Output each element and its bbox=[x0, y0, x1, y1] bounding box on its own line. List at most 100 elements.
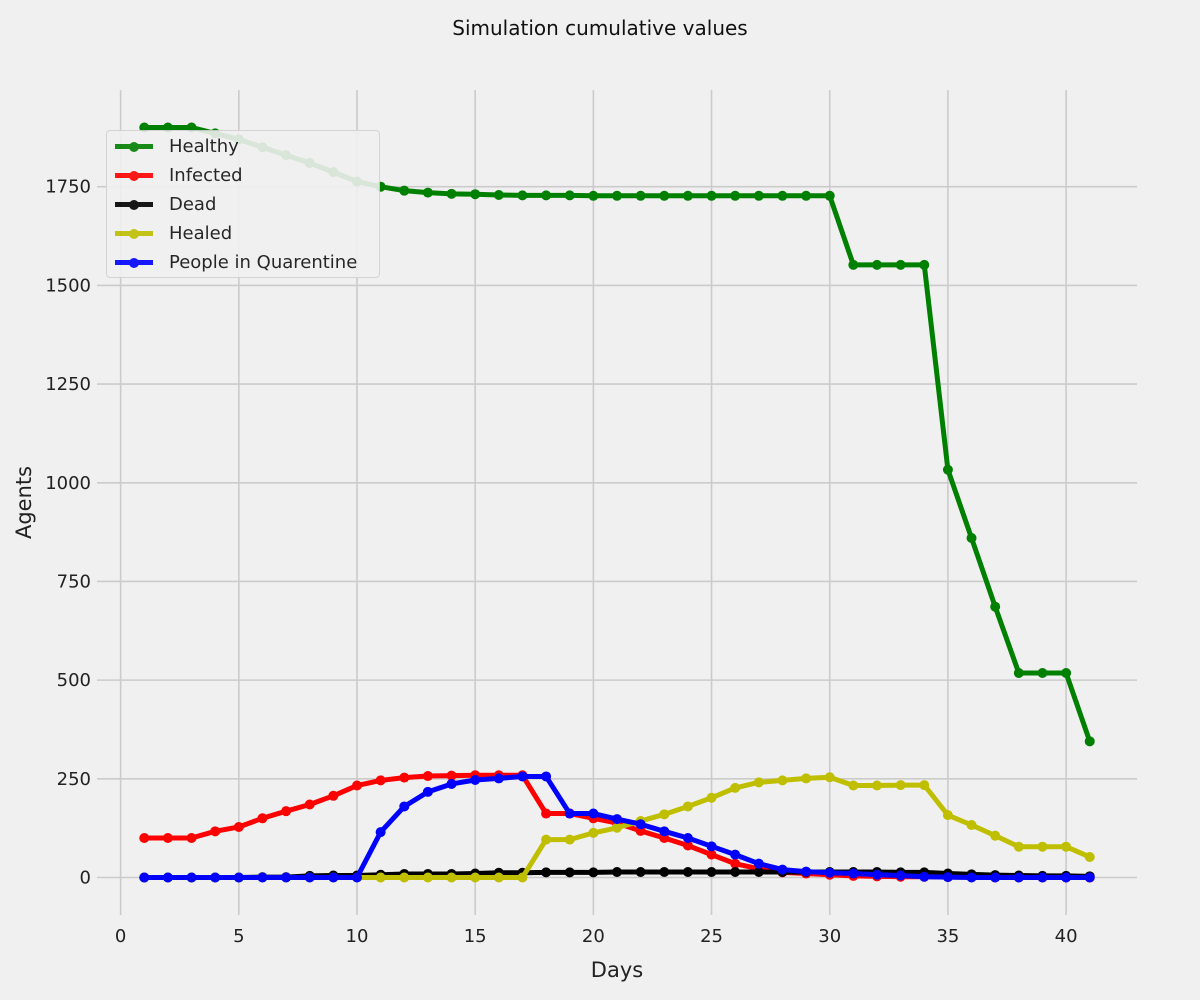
data-point bbox=[422, 786, 433, 797]
data-point bbox=[848, 780, 859, 791]
data-point bbox=[895, 870, 906, 881]
data-point bbox=[1084, 736, 1095, 747]
data-point bbox=[541, 834, 552, 845]
legend-label: Dead bbox=[169, 194, 217, 215]
data-point bbox=[942, 872, 953, 883]
data-point bbox=[706, 849, 717, 860]
data-point bbox=[162, 872, 173, 883]
data-point bbox=[328, 872, 339, 883]
data-point bbox=[470, 872, 481, 883]
data-point bbox=[1037, 841, 1048, 852]
x-tick-label: 15 bbox=[464, 926, 487, 947]
data-point bbox=[304, 799, 315, 810]
x-tick-label: 25 bbox=[700, 926, 723, 947]
data-point bbox=[162, 833, 173, 844]
legend-label: Healed bbox=[169, 223, 233, 244]
data-point bbox=[730, 858, 741, 869]
data-point bbox=[753, 858, 764, 869]
data-point bbox=[801, 773, 812, 784]
data-point bbox=[564, 808, 575, 819]
data-point bbox=[564, 190, 575, 201]
data-point bbox=[659, 809, 670, 820]
data-point bbox=[139, 872, 150, 883]
data-point bbox=[730, 190, 741, 201]
data-point bbox=[872, 259, 882, 270]
data-point bbox=[706, 792, 717, 803]
data-point bbox=[612, 822, 622, 833]
y-tick-label: 250 bbox=[57, 769, 91, 790]
data-point bbox=[588, 827, 599, 838]
data-point bbox=[635, 190, 646, 201]
data-point bbox=[352, 780, 362, 791]
data-point bbox=[612, 190, 622, 201]
data-point bbox=[588, 867, 599, 878]
data-point bbox=[1061, 841, 1072, 852]
data-point bbox=[517, 771, 528, 782]
data-point bbox=[210, 826, 221, 837]
data-point bbox=[730, 849, 741, 860]
data-point bbox=[777, 864, 788, 875]
y-tick-label: 1000 bbox=[45, 473, 91, 494]
x-tick-label: 10 bbox=[346, 926, 369, 947]
data-point bbox=[730, 782, 741, 793]
data-point bbox=[446, 872, 457, 883]
data-point bbox=[375, 775, 386, 786]
legend-label: Infected bbox=[169, 165, 243, 186]
y-tick-label: 0 bbox=[80, 868, 91, 889]
data-point bbox=[801, 190, 812, 201]
legend: Healthy Infected Dead Healed People in Quare… bbox=[106, 130, 380, 278]
data-point bbox=[682, 866, 693, 877]
data-point bbox=[446, 188, 457, 199]
data-point bbox=[682, 833, 693, 844]
x-tick-label: 20 bbox=[582, 926, 605, 947]
data-point bbox=[375, 872, 386, 883]
data-point bbox=[281, 806, 292, 817]
x-tick-label: 40 bbox=[1055, 926, 1078, 947]
data-point bbox=[588, 808, 599, 819]
data-point bbox=[612, 814, 622, 825]
data-point bbox=[470, 775, 481, 785]
data-point bbox=[1037, 872, 1048, 883]
data-point bbox=[493, 872, 504, 883]
data-point bbox=[446, 770, 457, 781]
x-tick-label: 35 bbox=[936, 926, 959, 947]
legend-item: People in Quarentine bbox=[115, 248, 357, 277]
data-point bbox=[588, 190, 599, 201]
legend-swatch bbox=[115, 170, 153, 181]
data-point bbox=[872, 780, 882, 791]
data-point bbox=[257, 872, 268, 883]
data-point bbox=[399, 872, 410, 883]
data-point bbox=[612, 866, 622, 877]
legend-swatch bbox=[115, 228, 153, 239]
data-point bbox=[257, 813, 268, 824]
data-point bbox=[210, 872, 221, 883]
legend-item: Healed bbox=[115, 219, 232, 248]
data-point bbox=[919, 259, 930, 270]
data-point bbox=[1013, 668, 1024, 679]
data-point bbox=[1013, 841, 1024, 852]
data-point bbox=[682, 840, 693, 851]
data-point bbox=[919, 780, 930, 791]
data-point bbox=[541, 771, 552, 782]
data-point bbox=[966, 872, 977, 883]
data-point bbox=[233, 821, 244, 832]
data-point bbox=[777, 190, 788, 201]
data-point bbox=[233, 872, 244, 883]
data-point bbox=[682, 801, 693, 812]
data-point bbox=[422, 872, 433, 883]
y-tick-label: 500 bbox=[57, 670, 91, 691]
data-point bbox=[682, 190, 693, 201]
data-point bbox=[706, 190, 717, 201]
data-point bbox=[422, 187, 433, 198]
data-point bbox=[422, 771, 433, 782]
data-point bbox=[1037, 668, 1048, 679]
legend-label: Healthy bbox=[169, 136, 239, 157]
data-point bbox=[942, 464, 953, 475]
y-tick-label: 1750 bbox=[45, 177, 91, 198]
data-point bbox=[753, 866, 764, 877]
data-point bbox=[966, 533, 977, 544]
data-point bbox=[659, 826, 670, 837]
data-point bbox=[1084, 851, 1095, 862]
data-point bbox=[493, 190, 504, 200]
series-people-in-quarentine bbox=[139, 771, 1095, 883]
